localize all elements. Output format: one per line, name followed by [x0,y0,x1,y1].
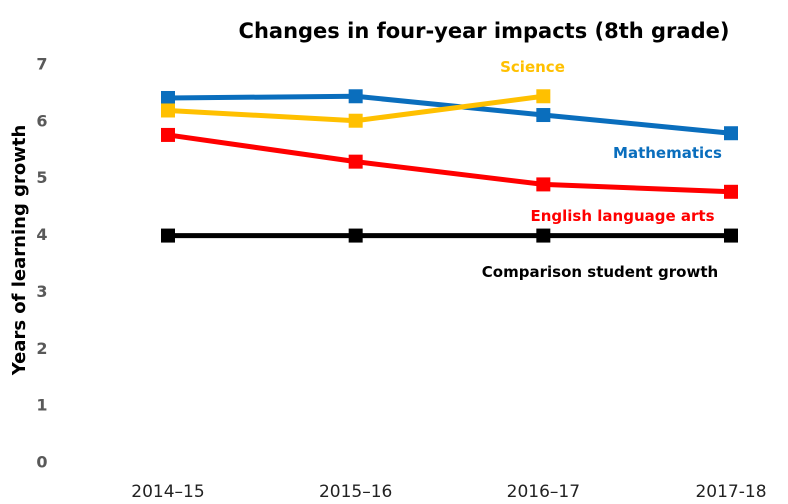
data-point [536,177,551,192]
y-tick-label: 0 [36,453,47,472]
data-point [161,103,175,118]
y-tick-label: 7 [36,55,47,74]
data-point [724,228,738,243]
series-label: English language arts [530,207,715,225]
data-point [536,89,551,104]
series-line [167,132,732,195]
series-line [167,93,732,136]
data-point [348,154,363,169]
series-label: Comparison student growth [481,263,719,281]
data-point [536,228,551,243]
data-point [161,90,175,105]
y-tick-label: 5 [36,168,47,187]
data-point [724,126,738,141]
chart-title: Changes in four-year impacts (8th grade) [239,19,730,43]
x-tick-label: 2016–17 [507,482,580,502]
data-point [348,89,363,104]
data-point [348,228,363,243]
series-label: Science [500,58,565,76]
data-point [724,184,738,199]
series-label: Mathematics [613,144,722,162]
data-point [536,108,551,123]
x-tick-label: 2015–16 [319,482,392,502]
y-tick-label: 1 [36,396,47,415]
data-point [161,228,175,243]
y-tick-label: 4 [36,225,47,244]
y-tick-label: 6 [36,111,47,130]
y-tick-label: 3 [36,282,47,301]
y-axis-label: Years of learning growth [9,125,30,377]
data-point [348,113,363,128]
data-point [161,127,175,142]
y-tick-label: 2 [36,339,47,358]
x-tick-label: 2014–15 [131,482,204,502]
x-tick-label: 2017-18 [695,482,766,502]
